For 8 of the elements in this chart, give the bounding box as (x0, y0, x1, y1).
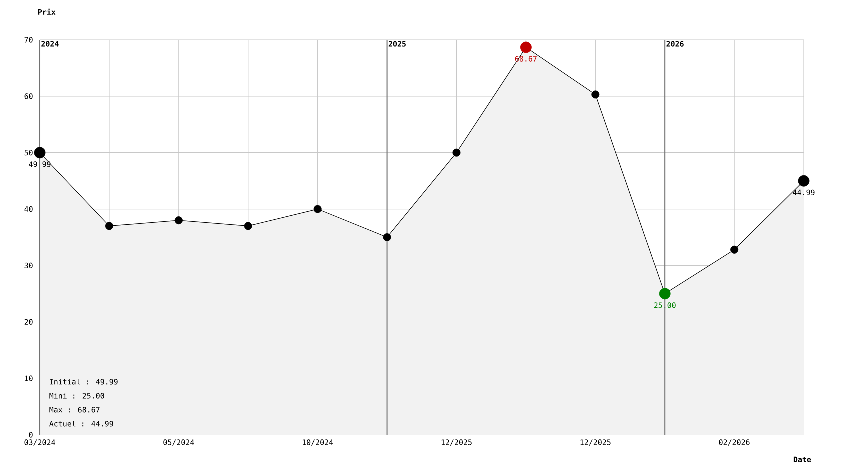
point (592, 90, 600, 99)
point (452, 148, 461, 157)
point (174, 216, 183, 225)
point (383, 233, 392, 242)
point (244, 222, 252, 230)
point (105, 222, 114, 230)
point (314, 205, 322, 214)
point (730, 246, 739, 254)
